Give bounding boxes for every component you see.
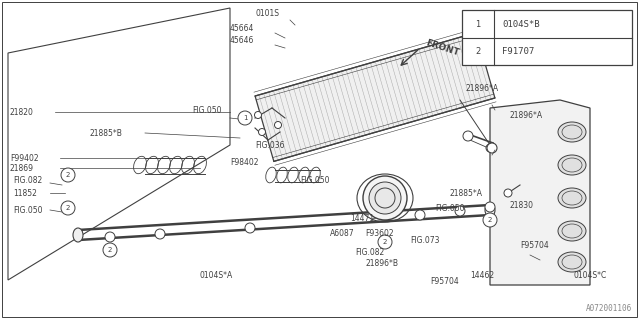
Text: 21885*A: 21885*A — [450, 188, 483, 197]
Circle shape — [105, 232, 115, 242]
Circle shape — [485, 202, 495, 212]
Text: FIG.082: FIG.082 — [13, 175, 42, 185]
Ellipse shape — [558, 122, 586, 142]
Text: F99402: F99402 — [10, 154, 38, 163]
Circle shape — [470, 16, 486, 32]
Text: A6087: A6087 — [330, 228, 355, 237]
Ellipse shape — [369, 182, 401, 214]
Text: 21820: 21820 — [10, 108, 34, 116]
Text: 21830: 21830 — [510, 201, 534, 210]
Text: FIG.050: FIG.050 — [13, 205, 42, 214]
Circle shape — [255, 111, 262, 118]
Text: 14471: 14471 — [350, 213, 374, 222]
Text: 2: 2 — [476, 46, 481, 55]
Text: 45646: 45646 — [230, 36, 254, 44]
Text: FIG.050: FIG.050 — [300, 175, 330, 185]
Text: 2: 2 — [108, 247, 112, 253]
Text: F98402: F98402 — [230, 157, 259, 166]
Circle shape — [155, 229, 165, 239]
Circle shape — [463, 131, 473, 141]
Circle shape — [103, 243, 117, 257]
Circle shape — [470, 43, 486, 59]
Text: F95704: F95704 — [520, 241, 548, 250]
Ellipse shape — [485, 203, 495, 217]
Text: F93602: F93602 — [365, 228, 394, 237]
Text: FIG.050: FIG.050 — [435, 204, 465, 212]
Text: 21896*A: 21896*A — [510, 110, 543, 119]
Circle shape — [275, 122, 282, 129]
Text: F95704: F95704 — [430, 277, 459, 286]
Text: 14462: 14462 — [470, 270, 494, 279]
Circle shape — [504, 189, 512, 197]
Text: 0104S*C: 0104S*C — [573, 270, 606, 279]
Circle shape — [61, 201, 75, 215]
Ellipse shape — [558, 188, 586, 208]
Text: 21896*A: 21896*A — [465, 84, 498, 92]
Text: FIG.036: FIG.036 — [255, 140, 285, 149]
Circle shape — [487, 143, 497, 153]
Circle shape — [455, 206, 465, 216]
Text: F91707: F91707 — [502, 46, 534, 55]
Text: 2: 2 — [383, 239, 387, 245]
Text: 0101S: 0101S — [255, 9, 279, 18]
Ellipse shape — [558, 155, 586, 175]
Text: FIG.073: FIG.073 — [410, 236, 440, 244]
Text: 21885*B: 21885*B — [90, 129, 123, 138]
Polygon shape — [490, 100, 590, 285]
Text: 2: 2 — [66, 172, 70, 178]
Text: 0104S*A: 0104S*A — [200, 270, 233, 279]
FancyBboxPatch shape — [2, 2, 637, 317]
Ellipse shape — [558, 252, 586, 272]
Circle shape — [483, 213, 497, 227]
Text: 21869: 21869 — [10, 164, 34, 172]
Text: FIG.082: FIG.082 — [355, 247, 384, 257]
Text: FIG.050: FIG.050 — [192, 106, 221, 115]
Text: 0104S*B: 0104S*B — [502, 20, 540, 28]
Text: 11852: 11852 — [13, 188, 37, 197]
Ellipse shape — [558, 221, 586, 241]
Circle shape — [61, 168, 75, 182]
Bar — [462, 10, 632, 65]
Circle shape — [378, 235, 392, 249]
Text: 45664: 45664 — [230, 23, 254, 33]
Text: 21896*B: 21896*B — [365, 259, 398, 268]
Circle shape — [486, 144, 494, 152]
Text: 1: 1 — [476, 20, 481, 28]
Ellipse shape — [73, 228, 83, 242]
Text: 2: 2 — [66, 205, 70, 211]
Circle shape — [245, 223, 255, 233]
Text: 2: 2 — [488, 217, 492, 223]
Circle shape — [415, 210, 425, 220]
Circle shape — [238, 111, 252, 125]
Polygon shape — [255, 33, 495, 161]
Ellipse shape — [363, 176, 407, 220]
Text: FRONT: FRONT — [425, 38, 461, 58]
Text: A072001106: A072001106 — [586, 304, 632, 313]
Text: 1: 1 — [243, 115, 247, 121]
Circle shape — [259, 129, 266, 135]
